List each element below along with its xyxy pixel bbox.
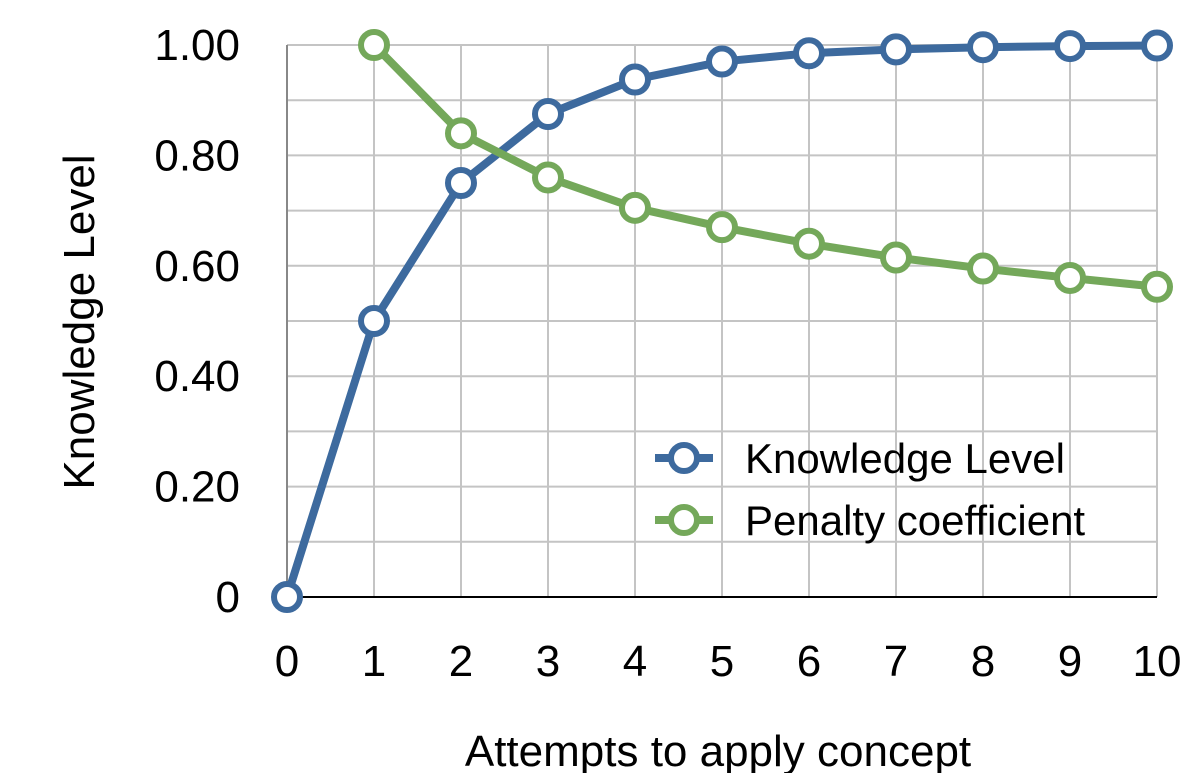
chart-axes	[286, 45, 1157, 598]
data-point	[967, 31, 999, 64]
y-axis-tick-labels: 0 0.20 0.40 0.60 0.80 1.00	[154, 21, 240, 622]
data-point	[358, 305, 390, 337]
data-point	[445, 167, 477, 199]
chart-series	[271, 29, 1173, 613]
x-tick-label: 8	[971, 637, 995, 686]
x-tick-label: 3	[536, 637, 560, 686]
x-tick-label: 6	[797, 637, 821, 686]
legend-label: Knowledge Level	[745, 435, 1065, 482]
legend-item: Knowledge Level	[655, 435, 1065, 482]
x-tick-label: 4	[623, 637, 647, 686]
chart-legend: Knowledge Level Penalty coefficient	[655, 435, 1085, 544]
data-point	[358, 29, 390, 61]
legend-item: Penalty coefficient	[655, 497, 1085, 544]
y-tick-label: 0.40	[154, 352, 240, 401]
data-point	[619, 63, 651, 96]
data-point	[1054, 261, 1086, 294]
data-point	[1141, 29, 1173, 62]
x-tick-label: 5	[710, 637, 734, 686]
legend-swatch-marker	[668, 442, 700, 474]
x-tick-label: 2	[449, 637, 473, 686]
series-1	[358, 29, 1173, 303]
x-tick-label: 10	[1133, 637, 1182, 686]
x-tick-label: 7	[884, 637, 908, 686]
data-point	[706, 45, 738, 78]
legend-label: Penalty coefficient	[745, 497, 1085, 544]
y-tick-label: 0.60	[154, 242, 240, 291]
data-point	[271, 581, 303, 613]
data-point	[793, 37, 825, 70]
y-tick-label: 1.00	[154, 21, 240, 70]
legend-swatch-marker	[668, 504, 700, 536]
x-tick-label: 0	[275, 637, 299, 686]
series-0	[271, 29, 1173, 613]
data-point	[619, 191, 651, 224]
data-point	[793, 227, 825, 260]
data-point	[445, 117, 477, 150]
data-point	[880, 33, 912, 66]
data-point	[1141, 270, 1173, 303]
y-axis-title: Knowledge Level	[55, 154, 104, 489]
data-point	[532, 98, 564, 130]
data-point	[532, 161, 564, 194]
y-tick-label: 0	[216, 573, 240, 622]
x-axis-tick-labels: 0 1 2 3 4 5 6 7 8 9 10	[275, 637, 1182, 686]
x-tick-label: 1	[362, 637, 386, 686]
x-axis-title: Attempts to apply concept	[465, 727, 971, 773]
x-tick-label: 9	[1058, 637, 1082, 686]
data-point	[880, 241, 912, 274]
series-line	[371, 42, 1158, 291]
data-point	[706, 211, 738, 244]
data-point	[1054, 30, 1086, 63]
y-tick-label: 0.20	[154, 463, 240, 512]
data-point	[967, 252, 999, 285]
y-tick-label: 0.80	[154, 131, 240, 180]
